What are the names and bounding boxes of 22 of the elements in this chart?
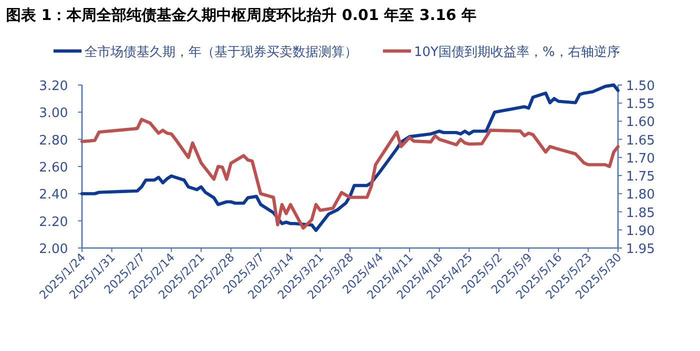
chart-title: 图表 1：本周全部纯债基金久期中枢周度环比抬升 0.01 年至 3.16 年 <box>6 6 477 24</box>
legend-label: 10Y国债到期收益率，%，右轴逆序 <box>414 44 620 60</box>
line-series <box>80 118 620 230</box>
legend-label: 全市场债基久期，年（基于现券买卖数据测算） <box>84 45 358 60</box>
y2-tick-label: 1.55 <box>626 97 655 112</box>
y2-tick-label: 1.80 <box>626 188 655 203</box>
y2-tick-label: 1.85 <box>626 206 655 221</box>
y2-tick-label: 1.60 <box>626 115 655 130</box>
y-tick-label: 2.60 <box>39 160 68 176</box>
y2-tick-label: 1.50 <box>626 79 655 94</box>
y2-tick-label: 1.95 <box>626 242 655 257</box>
y-tick-label: 2.20 <box>39 214 68 230</box>
y2-tick-label: 1.90 <box>626 224 655 239</box>
y2-tick-label: 1.65 <box>626 133 655 148</box>
y2-tick-label: 1.70 <box>626 151 655 166</box>
y-tick-label: 3.20 <box>39 79 68 94</box>
y-tick-label: 2.40 <box>39 188 68 203</box>
line-series <box>80 83 620 232</box>
y-tick-label: 3.00 <box>39 106 68 122</box>
y2-tick-label: 1.75 <box>626 170 655 185</box>
y-tick-label: 2.00 <box>39 242 68 257</box>
y-tick-label: 2.80 <box>39 133 68 148</box>
